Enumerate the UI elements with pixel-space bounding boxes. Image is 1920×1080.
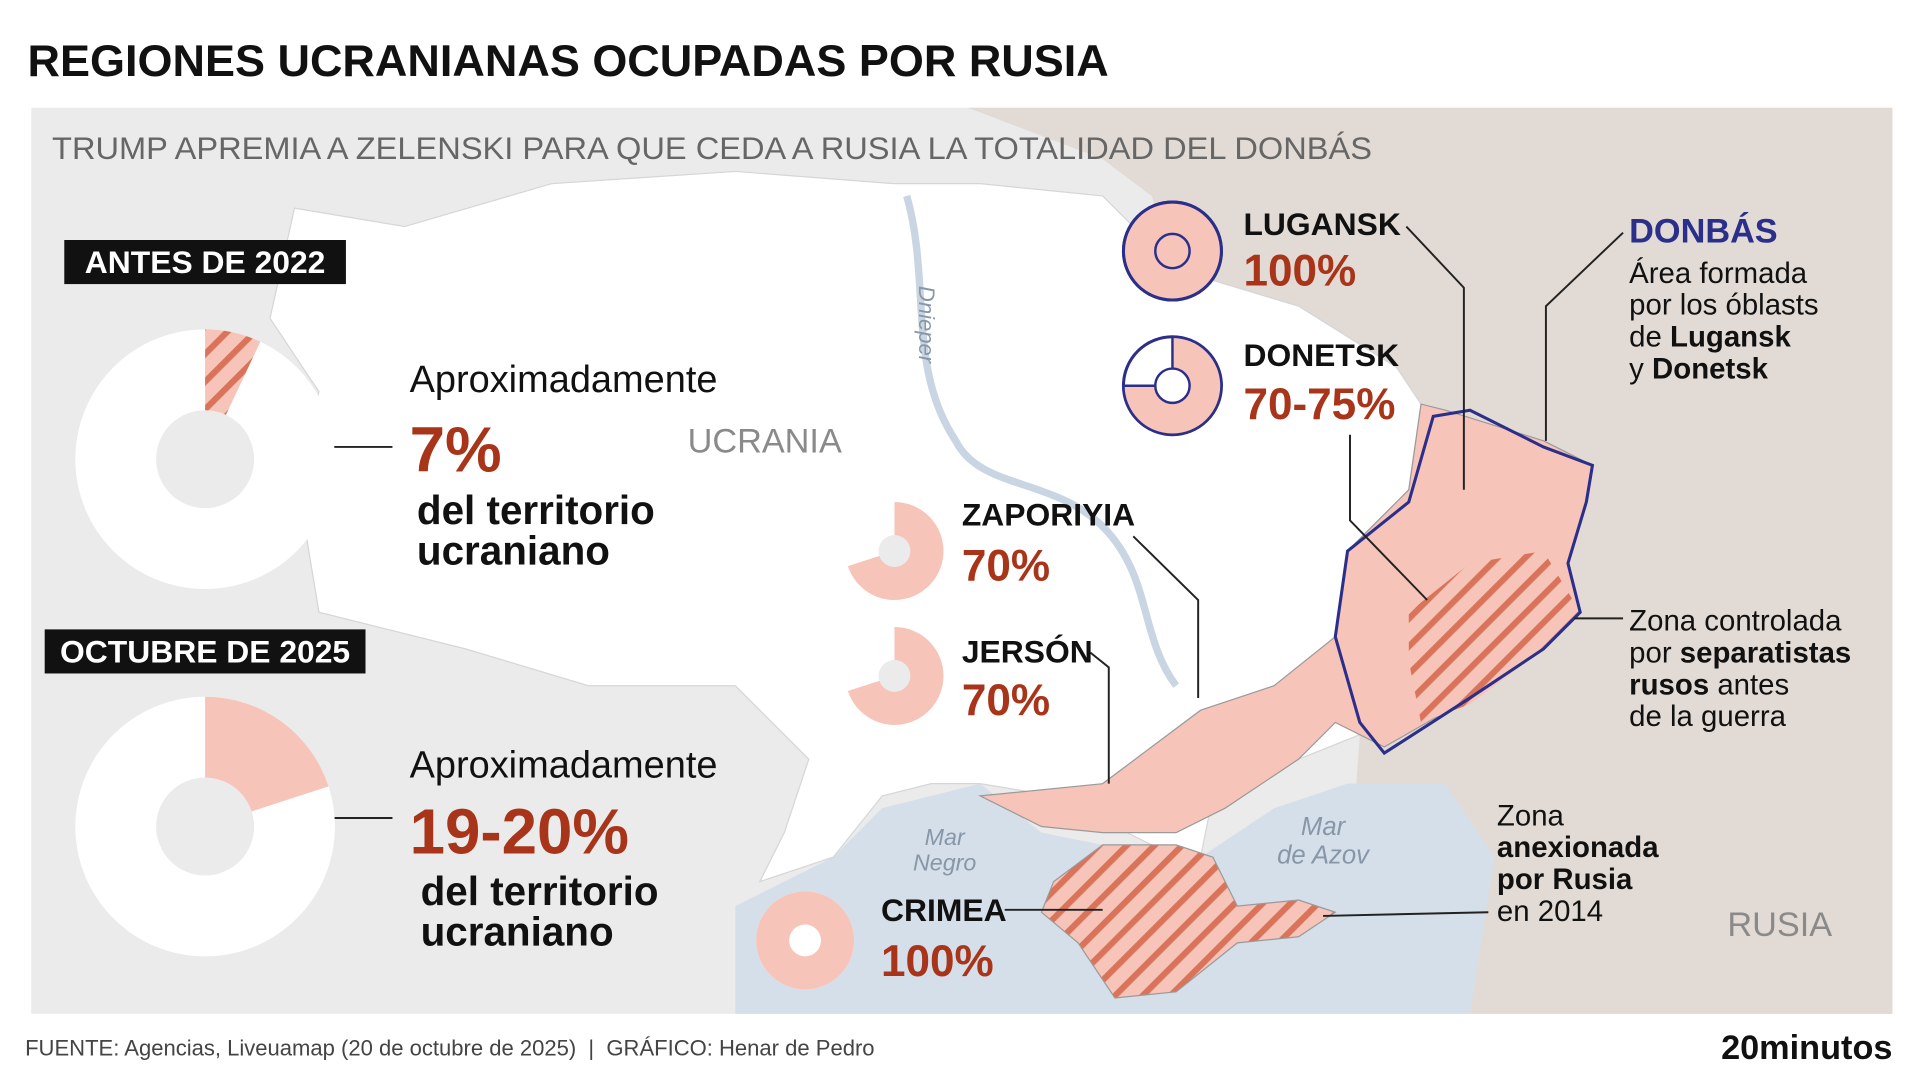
heading-box [44,629,366,674]
dnieper-river [903,194,1180,688]
country-label: UCRANIA [688,422,842,460]
donbas-outline [1333,408,1595,756]
donbas-text: Área formada [1629,257,1808,290]
crimea [1040,844,1337,999]
text-run: Zona [1497,799,1565,832]
separatist-text: de la guerra [1629,700,1786,733]
leader-line [1544,231,1624,441]
donut-hole [1154,367,1191,405]
leader-line [1349,434,1428,601]
brand: 20minutos [1721,1029,1892,1067]
river-label: Dnieper [914,286,939,365]
region-value: 70% [962,676,1050,725]
separatist-text: rusos antes [1629,668,1789,701]
text-run: de [1629,321,1670,354]
annexed-text: por Rusia [1497,863,1633,896]
donut-hole [156,777,255,876]
text-run: Área formada [1629,257,1808,290]
text-run: separatistas [1680,636,1851,669]
region-name: CRIMEA [881,892,1007,928]
overview-heading: OCTUBRE DE 2025 [60,633,350,669]
region-value: 100% [881,937,994,986]
text-run: de la guerra [1629,700,1786,733]
leader-line [1132,535,1200,698]
sea-label: Negro [913,850,976,876]
text-run: Zona controlada [1629,605,1842,638]
annexed-text: anexionada [1497,831,1659,864]
overview-value: 7% [410,414,502,485]
donut-hole [156,410,255,509]
donut-hole [789,924,822,957]
overview-heading: ANTES DE 2022 [85,244,326,280]
donut-hole [878,535,911,567]
separatist-zone [1408,551,1581,723]
separatist-text: por separatistas [1629,636,1851,669]
overview-text: del territorio [421,868,659,914]
donuts [75,200,1223,990]
neighbor-label: RUSIA [1727,906,1832,944]
text-run: anexionada [1497,831,1659,864]
overview-text: del territorio [417,487,655,533]
map [31,107,1893,1014]
annexed-text: Zona [1497,799,1565,832]
overview-value: 19-20% [410,796,629,867]
text-run: Lugansk [1670,321,1791,354]
annexed-text: en 2014 [1497,895,1603,928]
donbas-text: y Donetsk [1629,352,1768,385]
overview-intro: Aproximadamente [410,745,718,787]
overview-intro: Aproximadamente [410,359,718,401]
text-run: rusos [1629,668,1709,701]
donut-hole [1154,232,1191,270]
sea-label: de Azov [1277,841,1371,869]
region-value: 100% [1243,246,1356,295]
text-run: antes [1709,668,1789,701]
donut-slice [1122,335,1223,436]
source: FUENTE: Agencias, Liveuamap (20 de octub… [25,1036,874,1061]
region-name: JERSÓN [962,633,1093,669]
overview-text: ucraniano [421,908,614,954]
text-run: por los óblasts [1629,289,1818,322]
region-name: LUGANSK [1243,206,1400,242]
text-run: por [1629,636,1680,669]
sea-label: Mar [1301,813,1347,841]
region-value: 70% [962,541,1050,590]
donbas-text: por los óblasts [1629,289,1818,322]
text-run: Donetsk [1652,352,1769,385]
text-run: en 2014 [1497,895,1603,928]
heading-box [64,240,346,285]
separatist-text: Zona controlada [1629,605,1842,638]
title: REGIONES UCRANIANAS OCUPADAS POR RUSIA [28,37,1109,86]
text-run: por Rusia [1497,863,1633,896]
sea-label: Mar [925,824,966,850]
donbas-title: DONBÁS [1629,210,1778,250]
leader-line [1089,651,1110,784]
region-name: ZAPORIYIA [962,496,1135,532]
overview-text: ucraniano [417,527,610,573]
leader-line [1405,225,1465,490]
donut-hole [878,660,911,692]
donbas-text: de Lugansk [1629,321,1791,354]
text-run: y [1629,352,1652,385]
region-name: DONETSK [1243,337,1399,373]
leader-line [1323,911,1489,917]
subtitle: TRUMP APREMIA A ZELENSKI PARA QUE CEDA A… [52,130,1372,166]
region-value: 70-75% [1243,380,1395,429]
